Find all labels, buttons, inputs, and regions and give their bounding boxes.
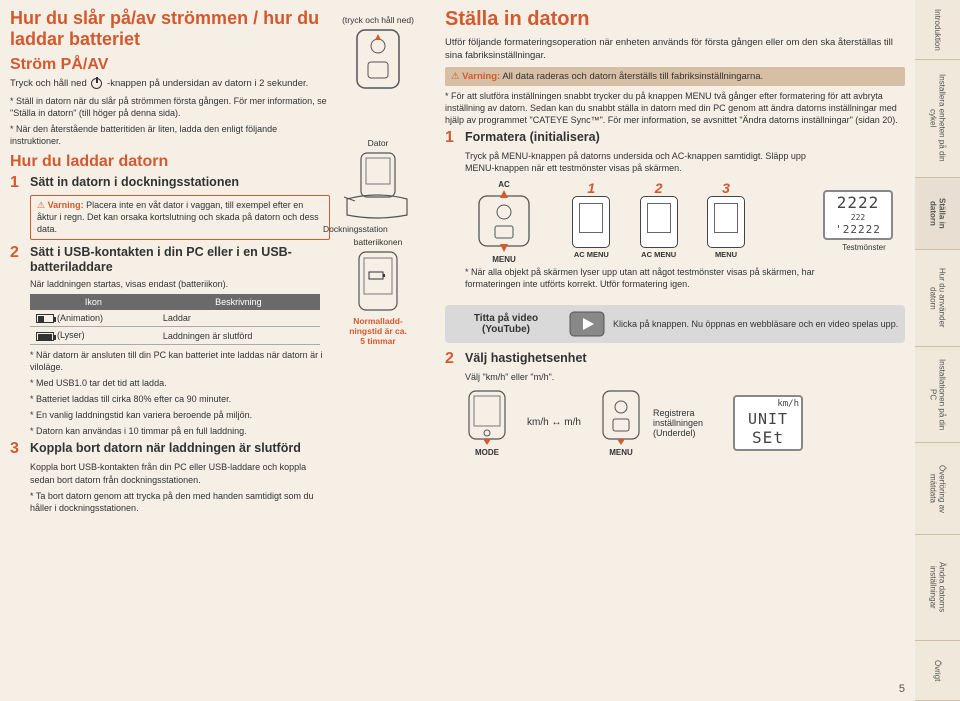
side-tabs: Introduktion Installera enheten på din c… xyxy=(915,0,960,701)
menu-device-icon xyxy=(599,389,643,445)
sec2-title: Hur du laddar datorn xyxy=(10,153,330,171)
kmh-label: km/h ↔ m/h xyxy=(519,417,589,428)
batt-label: batteriikonen xyxy=(329,237,427,247)
device-back-icon xyxy=(351,28,406,93)
dock-icon xyxy=(341,151,416,221)
sec1-title: Ström PÅ/AV xyxy=(10,56,330,74)
step3-b: * Ta bort datorn genom att trycka på den… xyxy=(10,490,330,514)
tab-setup[interactable]: Ställa in datorn xyxy=(915,178,960,251)
right-title: Ställa in datorn xyxy=(445,8,905,31)
th-icon: Ikon xyxy=(30,294,157,310)
test-pattern-area: 2222 222 '22222 Testmönster xyxy=(823,150,905,295)
yt-label: Titta på video (YouTube) xyxy=(451,313,561,335)
mini-device-3 xyxy=(707,196,745,248)
bul4: * En vanlig laddningstid kan variera ber… xyxy=(10,409,330,421)
sec1-b1: * Ställ in datorn när du slår på strömme… xyxy=(10,95,330,119)
left-aside: (tryck och håll ned) Dator Dockningsstat… xyxy=(329,12,427,347)
menu-3: MENU xyxy=(707,250,745,259)
menu-label-2: MENU xyxy=(599,448,643,457)
ac-menu-diagram: AC MENU 1 xyxy=(465,180,745,264)
left-title: Hur du slår på/av strömmen / hur du ladd… xyxy=(10,8,330,50)
left-column: Hur du slår på/av strömmen / hur du ladd… xyxy=(0,0,435,701)
rstep2-row: 2 Välj hastighetsenhet xyxy=(445,351,905,367)
warning-1: ⚠ Varning: Placera inte en våt dator i v… xyxy=(30,195,330,240)
tab-settings[interactable]: Ändra datorns inställningar xyxy=(915,535,960,641)
device-charging-icon xyxy=(353,250,403,314)
warn-bar: ⚠ Varning: All data raderas och datorn å… xyxy=(445,67,905,86)
bul3: * Batteriet laddas till cirka 80% efter … xyxy=(10,393,330,405)
seg-display-1: 2222 222 '22222 xyxy=(823,190,893,240)
page-number: 5 xyxy=(899,683,905,695)
bul1: * När datorn är ansluten till din PC kan… xyxy=(10,349,330,373)
acmenu-1: AC MENU xyxy=(572,250,610,259)
rstep1-row: 1 Formatera (initialisera) xyxy=(445,130,905,146)
dator-label: Dator xyxy=(329,138,427,148)
r1c2: Laddar xyxy=(157,310,320,327)
step2-row: 2 Sätt i USB-kontakten i din PC eller i … xyxy=(10,245,330,274)
dock-label: Dockningsstation xyxy=(323,224,427,234)
icon-table: Ikon Beskrivning (Animation) Laddar (Lys… xyxy=(30,294,320,344)
menu-label: MENU xyxy=(465,255,543,264)
step3-p1: Koppla bort USB-kontakten från din PC el… xyxy=(10,461,330,485)
step2-p: När laddningen startas, visas endast (ba… xyxy=(10,278,330,290)
ac-label: AC xyxy=(465,180,543,189)
bul2: * Med USB1.0 tar det tid att ladda. xyxy=(10,377,330,389)
rstep1-b: * När alla objekt på skärmen lyser upp u… xyxy=(445,266,815,290)
num-2: 2 xyxy=(655,180,663,196)
tab-transfer[interactable]: Överföring av mätdata xyxy=(915,443,960,535)
right-intro: Utför följande formateringsoperation när… xyxy=(445,37,905,63)
right-column: Ställa in datorn Utför följande formater… xyxy=(435,0,915,701)
step1-row: 1 Sätt in datorn i dockningsstationen xyxy=(10,175,330,191)
sec1-p1: Tryck och håll ned -knappen på undersida… xyxy=(10,78,330,91)
num-1: 1 xyxy=(587,180,595,196)
youtube-box[interactable]: Titta på video (YouTube) Klicka på knapp… xyxy=(445,305,905,343)
bul5: * Datorn kan användas i 10 timmar på en … xyxy=(10,425,330,437)
mini-device-2 xyxy=(640,196,678,248)
power-icon xyxy=(91,78,102,89)
tab-other[interactable]: Övrigt xyxy=(915,641,960,701)
tab-install-pc[interactable]: Installationen på din PC xyxy=(915,347,960,444)
num-3: 3 xyxy=(722,180,730,196)
step3-row: 3 Koppla bort datorn när laddningen är s… xyxy=(10,441,330,457)
r1c1: (Animation) xyxy=(30,310,157,327)
mode-label: MODE xyxy=(465,448,509,457)
acmenu-2: AC MENU xyxy=(640,250,678,259)
youtube-button-icon[interactable] xyxy=(569,311,605,337)
tab-install-bike[interactable]: Installera enheten på din cykel xyxy=(915,60,960,178)
rstep2-p: Välj "km/h" eller "m/h". xyxy=(445,371,905,383)
seg-display-2: km/h UNIT SEt xyxy=(733,395,803,451)
yt-text: Klicka på knappen. Nu öppnas en webbläsa… xyxy=(613,319,899,329)
unit-row: MODE km/h ↔ m/h MENU Registrera inställn… xyxy=(465,389,905,457)
hold-label: (tryck och håll ned) xyxy=(329,15,427,25)
reg-label: Registrera inställningen (Underdel) xyxy=(653,408,723,438)
tab-intro[interactable]: Introduktion xyxy=(915,0,960,60)
r2c1: (Lyser) xyxy=(30,327,157,344)
th-desc: Beskrivning xyxy=(157,294,320,310)
charge-note: Normalladd- ningstid är ca. 5 timmar xyxy=(329,316,427,347)
tab-use[interactable]: Hur du använder datorn xyxy=(915,250,960,347)
mini-device-1 xyxy=(572,196,610,248)
test-label: Testmönster xyxy=(823,243,905,252)
mode-device-icon xyxy=(465,389,509,445)
sec1-b2: * När den återstående batteritiden är li… xyxy=(10,123,330,147)
rstep1-p: Tryck på MENU-knappen på datorns undersi… xyxy=(445,150,815,174)
ac-device-icon xyxy=(465,190,543,252)
r2c2: Laddningen är slutförd xyxy=(157,327,320,344)
right-note: * För att slutföra inställningen snabbt … xyxy=(445,90,905,126)
